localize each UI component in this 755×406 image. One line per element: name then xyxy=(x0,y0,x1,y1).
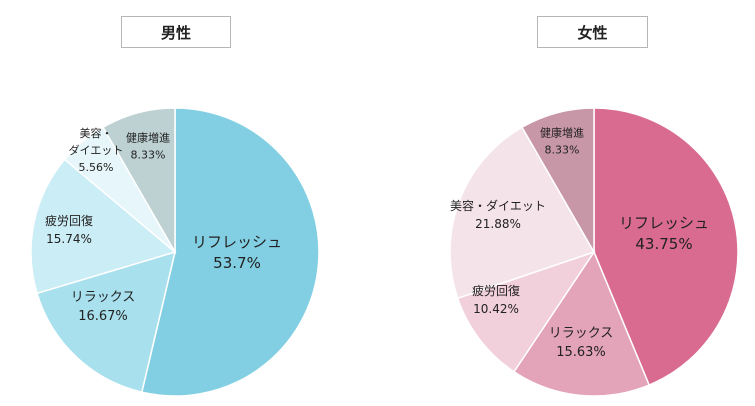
male-pie-slice-2 xyxy=(36,250,177,394)
female-label-slice-4: 美容・ダイエット xyxy=(450,198,546,213)
male-pie-slice-5 xyxy=(102,107,176,255)
female-chart-title: 女性 xyxy=(537,16,648,48)
female-label-slice-5: 健康増進 xyxy=(540,125,584,139)
female-value-slice-2: 15.63% xyxy=(556,345,606,360)
female-pie-slice-4 xyxy=(449,126,596,300)
male-chart-title: 男性 xyxy=(121,16,231,48)
male-label-slice-3: 疲労回復 xyxy=(45,213,93,228)
female-pie-slice-1 xyxy=(593,107,739,387)
male-label-slice-5: 健康増進 xyxy=(126,130,170,144)
male-label-slice-4: 美容・ xyxy=(80,126,113,140)
female-value-slice-5: 8.33% xyxy=(545,143,580,156)
female-label-slice-1: リフレッシュ xyxy=(619,214,709,232)
female-pie-slice-3 xyxy=(456,250,596,373)
female-value-slice-3: 10.42% xyxy=(473,302,519,316)
male-pie-slice-3 xyxy=(30,158,177,295)
male-value-slice-3: 15.74% xyxy=(46,232,92,246)
male-value-slice-1: 53.7% xyxy=(213,254,261,272)
female-pie-slice-2 xyxy=(512,250,651,397)
female-pie-slice-5 xyxy=(521,107,595,255)
female-value-slice-1: 43.75% xyxy=(635,235,692,253)
female-value-slice-4: 21.88% xyxy=(475,217,521,231)
female-label-slice-3: 疲労回復 xyxy=(472,283,520,298)
female-label-slice-2: リラックス xyxy=(549,326,614,341)
male-label-slice-2: リラックス xyxy=(71,290,136,305)
male-pie-slice-1 xyxy=(140,107,320,397)
male-label-slice-1: リフレッシュ xyxy=(192,233,282,251)
male-value-slice-4: 5.56% xyxy=(79,161,114,174)
male-value-slice-2: 16.67% xyxy=(78,309,128,324)
male-label-slice-4: ダイエット xyxy=(69,143,124,157)
male-value-slice-5: 8.33% xyxy=(131,148,166,161)
